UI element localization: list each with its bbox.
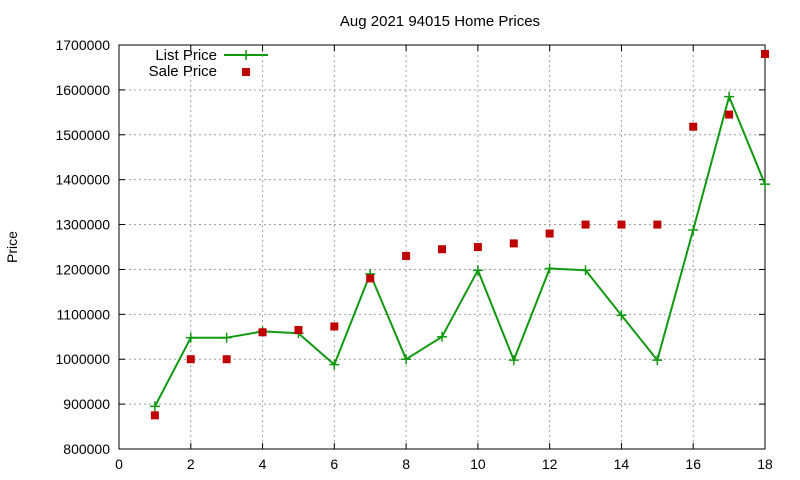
sale-price-point — [222, 355, 231, 364]
y-tick-label: 1200000 — [55, 261, 110, 277]
x-tick-label: 12 — [542, 456, 558, 472]
y-tick-label: 1300000 — [55, 217, 110, 233]
list-price-point — [688, 224, 699, 235]
sale-price-point — [509, 239, 518, 248]
x-tick-label: 10 — [470, 456, 486, 472]
sale-price-point — [473, 243, 482, 251]
x-tick-label: 0 — [115, 456, 123, 472]
y-tick-label: 900000 — [63, 396, 110, 412]
x-tick-label: 4 — [259, 456, 267, 472]
sale-price-point — [761, 49, 769, 58]
legend-label-list-price: List Price — [155, 47, 217, 64]
sale-price-point — [150, 411, 159, 420]
list-price-point — [472, 265, 483, 276]
axis-ticks: 800000 900000 1000000 1100000 1200000 1300000… — [55, 37, 773, 472]
sale-price-point — [438, 245, 446, 254]
sale-price-point — [294, 326, 303, 335]
sale-price-point — [689, 122, 698, 131]
list-price-point — [185, 332, 196, 343]
legend-label-sale-price: Sale Price — [149, 63, 217, 80]
sale-price-point — [653, 220, 662, 229]
y-tick-label: 800000 — [63, 441, 110, 457]
list-price-point — [508, 355, 519, 366]
y-axis-label: Price — [4, 231, 20, 263]
list-price-point — [652, 355, 663, 366]
x-tick-label: 18 — [757, 456, 773, 472]
y-tick-label: 1000000 — [55, 351, 110, 367]
list-price-point — [724, 91, 735, 102]
sale-price-point — [330, 322, 339, 331]
chart-title: Aug 2021 94015 Home Prices — [340, 13, 540, 30]
list-price-point — [401, 354, 412, 365]
sale-price-point — [581, 220, 590, 229]
list-price-point — [221, 332, 232, 343]
list-price-point — [329, 359, 340, 370]
y-tick-label: 1100000 — [57, 306, 111, 322]
list-price-point — [580, 265, 591, 276]
x-tick-label: 8 — [402, 456, 410, 472]
y-tick-label: 1700000 — [55, 37, 110, 53]
list-price-line — [154, 95, 766, 407]
x-tick-label: 16 — [685, 456, 701, 472]
list-price-point — [760, 179, 770, 190]
y-tick-label: 1600000 — [55, 82, 110, 98]
legend: List Price Sale Price — [149, 47, 268, 80]
sale-price-point — [258, 328, 267, 337]
sale-price-point — [402, 251, 411, 260]
list-price-point — [616, 310, 627, 321]
plot-frame — [118, 44, 766, 450]
y-tick-label: 1400000 — [55, 172, 110, 188]
x-tick-label: 14 — [614, 456, 630, 472]
x-tick-label: 6 — [330, 456, 338, 472]
sale-price-point — [617, 220, 626, 229]
grid — [119, 45, 765, 449]
legend-marker-sale-price — [242, 68, 250, 76]
list-price-point — [544, 263, 555, 274]
sale-price-point — [545, 229, 554, 238]
list-price-point — [437, 331, 447, 342]
legend-marker-list-price — [241, 50, 251, 60]
y-tick-label: 1500000 — [55, 127, 110, 143]
x-tick-label: 2 — [187, 456, 195, 472]
sale-price-point — [366, 274, 375, 283]
series-layer — [149, 49, 770, 420]
sale-price-point — [725, 110, 734, 119]
sale-price-point — [186, 355, 195, 364]
list-price-point — [149, 401, 160, 412]
